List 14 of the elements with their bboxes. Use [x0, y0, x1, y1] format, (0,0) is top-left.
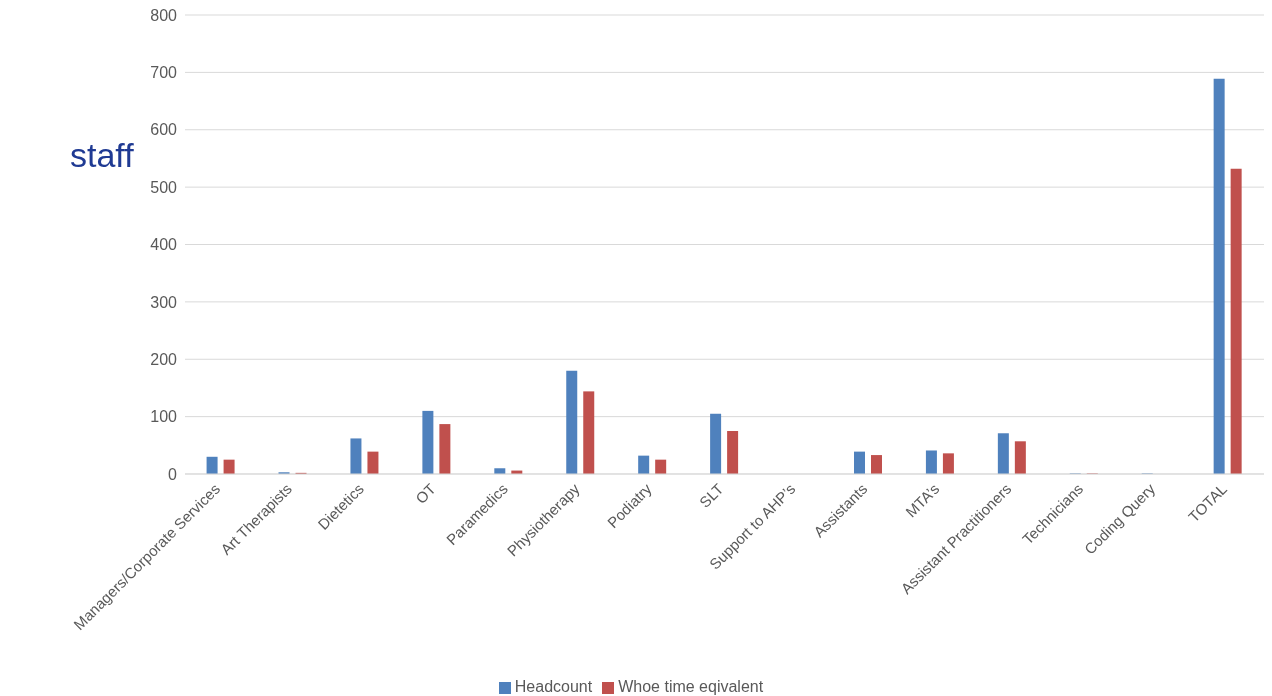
legend-label: Headcount: [514, 678, 593, 695]
x-tick-label: OT: [412, 480, 439, 507]
y-tick-label: 300: [150, 293, 178, 311]
y-tick-label: 800: [150, 6, 178, 24]
legend-label: Whoe time eqivalent: [618, 678, 764, 695]
y-tick-label: 100: [150, 408, 178, 426]
y-tick-label: 700: [150, 64, 178, 82]
y-tick-label: 500: [150, 178, 178, 196]
y-tick-label: 400: [150, 236, 178, 254]
y-tick-label: 0: [168, 465, 178, 483]
y-tick-label: 200: [150, 350, 178, 368]
x-tick-label: SLT: [695, 480, 727, 511]
text: staff: [70, 136, 134, 175]
y-tick-label: 600: [150, 121, 178, 139]
